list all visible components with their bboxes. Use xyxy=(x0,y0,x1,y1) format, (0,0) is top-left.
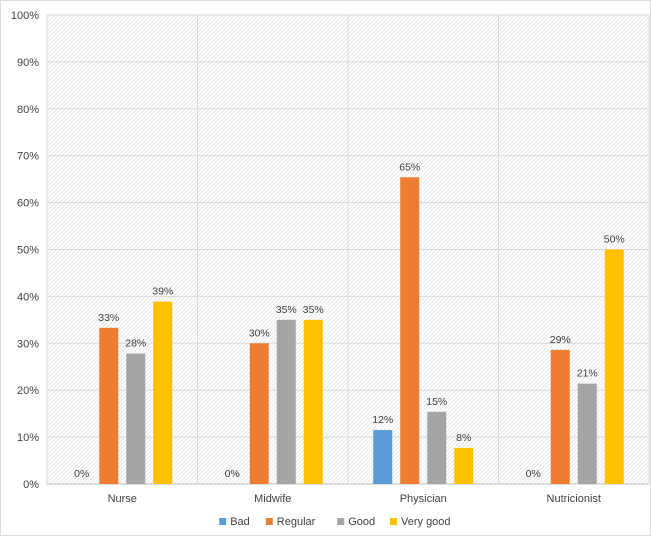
bar-good-physician xyxy=(427,411,447,484)
data-label: 35% xyxy=(276,304,297,316)
bar-very-good-nutricionist xyxy=(604,249,624,484)
legend-label: Good xyxy=(348,516,375,528)
y-tick-label: 0% xyxy=(23,479,39,491)
x-tick-label: Nutricionist xyxy=(547,493,601,505)
bar-regular-midwife xyxy=(249,343,269,484)
legend-label: Regular xyxy=(277,516,316,528)
y-tick-label: 40% xyxy=(17,291,39,303)
bar-regular-nutricionist xyxy=(550,349,570,484)
legend-swatch-good xyxy=(337,518,345,525)
y-tick-label: 90% xyxy=(17,57,39,69)
data-label: 0% xyxy=(526,468,541,480)
data-label: 33% xyxy=(98,312,119,324)
data-label: 29% xyxy=(550,334,571,346)
legend-swatch-very-good xyxy=(390,518,397,525)
bar-very-good-nurse xyxy=(153,301,173,484)
x-tick-label: Nurse xyxy=(108,493,137,505)
y-tick-label: 60% xyxy=(17,198,39,210)
y-tick-label: 80% xyxy=(17,104,39,116)
legend-swatch-bad xyxy=(219,518,227,525)
bar-very-good-physician xyxy=(454,447,474,484)
bar-good-nutricionist xyxy=(577,383,597,484)
bar-regular-physician xyxy=(400,177,420,485)
bar-good-nurse xyxy=(126,353,146,484)
y-tick-label: 20% xyxy=(17,385,39,397)
data-label: 8% xyxy=(456,432,471,444)
y-tick-label: 10% xyxy=(17,432,39,444)
y-tick-label: 50% xyxy=(17,245,39,257)
data-label: 65% xyxy=(399,161,420,173)
y-tick-label: 70% xyxy=(17,151,39,163)
legend-label: Very good xyxy=(401,516,451,528)
data-label: 50% xyxy=(604,234,625,246)
bar-regular-nurse xyxy=(99,327,119,484)
x-tick-label: Midwife xyxy=(254,493,291,505)
bar-very-good-midwife xyxy=(303,319,323,484)
data-label: 12% xyxy=(372,414,393,426)
y-tick-label: 100% xyxy=(11,10,39,22)
data-label: 35% xyxy=(303,304,324,316)
data-label: 28% xyxy=(125,338,146,350)
y-tick-label: 30% xyxy=(17,338,39,350)
data-label: 0% xyxy=(74,468,89,480)
bar-bad-physician xyxy=(373,430,393,484)
legend-swatch-regular xyxy=(265,518,273,525)
bar-good-midwife xyxy=(276,319,296,484)
data-label: 30% xyxy=(249,327,270,339)
data-label: 0% xyxy=(225,468,240,480)
data-label: 15% xyxy=(426,396,447,408)
x-tick-label: Physician xyxy=(400,493,447,505)
data-label: 21% xyxy=(577,368,598,380)
legend-label: Bad xyxy=(230,516,250,528)
data-label: 39% xyxy=(152,286,173,298)
